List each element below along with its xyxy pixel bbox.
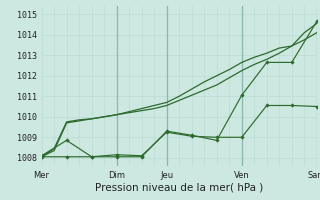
X-axis label: Pression niveau de la mer( hPa ): Pression niveau de la mer( hPa ) xyxy=(95,183,263,193)
